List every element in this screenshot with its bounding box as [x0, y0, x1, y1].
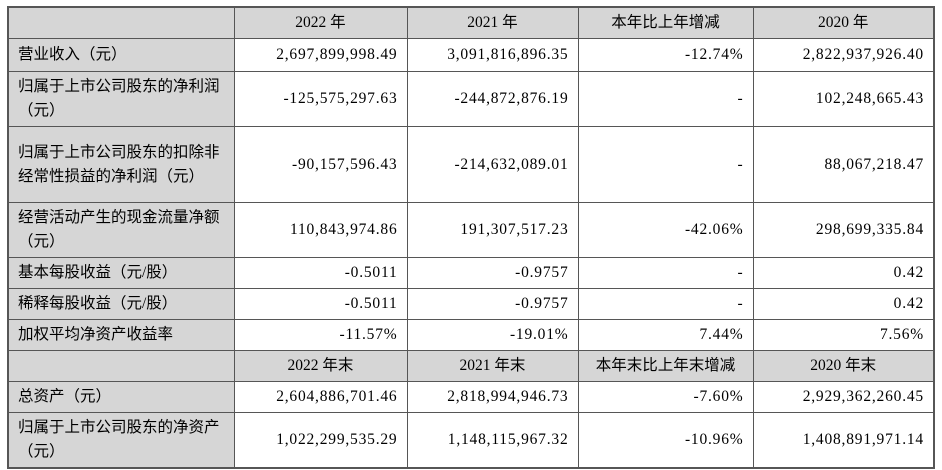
- value-2021: 1,148,115,967.32: [406, 412, 579, 469]
- value-change: -: [577, 288, 754, 321]
- row-label: 归属于上市公司股东的扣除非经常性损益的净利润（元）: [7, 126, 235, 204]
- table-row-diluted-eps: 稀释每股收益（元/股） -0.5011 -0.9757 - 0.42: [7, 288, 935, 321]
- value-2020: 88,067,218.47: [752, 126, 935, 204]
- header-row-yearend: 2022 年末 2021 年末 本年末比上年末增减 2020 年末: [7, 350, 935, 383]
- value-2020: 2,822,937,926.40: [752, 38, 935, 73]
- row-label: 经营活动产生的现金流量净额（元）: [7, 202, 235, 259]
- header-2022-yearend: 2022 年末: [233, 350, 408, 383]
- value-2022: -0.5011: [233, 288, 408, 321]
- row-label: 加权平均净资产收益率: [7, 319, 235, 352]
- table-row-revenue: 营业收入（元） 2,697,899,998.49 3,091,816,896.3…: [7, 38, 935, 73]
- value-2021: -0.9757: [406, 257, 579, 290]
- value-change: -: [577, 257, 754, 290]
- header-blank-cell: [7, 6, 235, 40]
- row-label: 归属于上市公司股东的净资产（元）: [7, 412, 235, 469]
- row-label: 稀释每股收益（元/股）: [7, 288, 235, 321]
- header-row-annual: 2022 年 2021 年 本年比上年增减 2020 年: [7, 6, 935, 40]
- value-2022: 2,604,886,701.46: [233, 381, 408, 414]
- table-row-basic-eps: 基本每股收益（元/股） -0.5011 -0.9757 - 0.42: [7, 257, 935, 290]
- value-change: -10.96%: [577, 412, 754, 469]
- header-yoy-change: 本年比上年增减: [577, 6, 754, 40]
- row-label: 总资产（元）: [7, 381, 235, 414]
- value-change: -: [577, 71, 754, 128]
- value-2021: 3,091,816,896.35: [406, 38, 579, 73]
- table-row-weighted-avg-roe: 加权平均净资产收益率 -11.57% -19.01% 7.44% 7.56%: [7, 319, 935, 352]
- value-change: -: [577, 126, 754, 204]
- value-2020: 1,408,891,971.14: [752, 412, 935, 469]
- value-2021: -214,632,089.01: [406, 126, 579, 204]
- header-yearend-change: 本年末比上年末增减: [577, 350, 754, 383]
- value-2022: 110,843,974.86: [233, 202, 408, 259]
- header-2021: 2021 年: [406, 6, 579, 40]
- header-2021-yearend: 2021 年末: [406, 350, 579, 383]
- value-2021: -19.01%: [406, 319, 579, 352]
- header-blank-cell: [7, 350, 235, 383]
- value-2021: -0.9757: [406, 288, 579, 321]
- value-2022: 2,697,899,998.49: [233, 38, 408, 73]
- value-2022: -0.5011: [233, 257, 408, 290]
- value-2021: 191,307,517.23: [406, 202, 579, 259]
- table-row-operating-cash-flow: 经营活动产生的现金流量净额（元） 110,843,974.86 191,307,…: [7, 202, 935, 259]
- row-label: 归属于上市公司股东的净利润（元）: [7, 71, 235, 128]
- value-2020: 2,929,362,260.45: [752, 381, 935, 414]
- value-2021: 2,818,994,946.73: [406, 381, 579, 414]
- value-2020: 0.42: [752, 257, 935, 290]
- header-2020: 2020 年: [752, 6, 935, 40]
- table-row-net-profit: 归属于上市公司股东的净利润（元） -125,575,297.63 -244,87…: [7, 71, 935, 128]
- value-change: -7.60%: [577, 381, 754, 414]
- table-row-total-assets: 总资产（元） 2,604,886,701.46 2,818,994,946.73…: [7, 381, 935, 414]
- key-financials-table: 2022 年 2021 年 本年比上年增减 2020 年 营业收入（元） 2,6…: [7, 6, 935, 470]
- table-row-net-profit-excl-nonrecurring: 归属于上市公司股东的扣除非经常性损益的净利润（元） -90,157,596.43…: [7, 126, 935, 204]
- value-2022: -11.57%: [233, 319, 408, 352]
- value-change: 7.44%: [577, 319, 754, 352]
- value-2022: -125,575,297.63: [233, 71, 408, 128]
- value-2021: -244,872,876.19: [406, 71, 579, 128]
- header-2020-yearend: 2020 年末: [752, 350, 935, 383]
- value-2022: -90,157,596.43: [233, 126, 408, 204]
- value-change: -42.06%: [577, 202, 754, 259]
- table-row-net-assets: 归属于上市公司股东的净资产（元） 1,022,299,535.29 1,148,…: [7, 412, 935, 469]
- row-label: 基本每股收益（元/股）: [7, 257, 235, 290]
- value-2020: 102,248,665.43: [752, 71, 935, 128]
- value-2020: 0.42: [752, 288, 935, 321]
- value-2020: 298,699,335.84: [752, 202, 935, 259]
- value-change: -12.74%: [577, 38, 754, 73]
- value-2020: 7.56%: [752, 319, 935, 352]
- value-2022: 1,022,299,535.29: [233, 412, 408, 469]
- row-label: 营业收入（元）: [7, 38, 235, 73]
- header-2022: 2022 年: [233, 6, 408, 40]
